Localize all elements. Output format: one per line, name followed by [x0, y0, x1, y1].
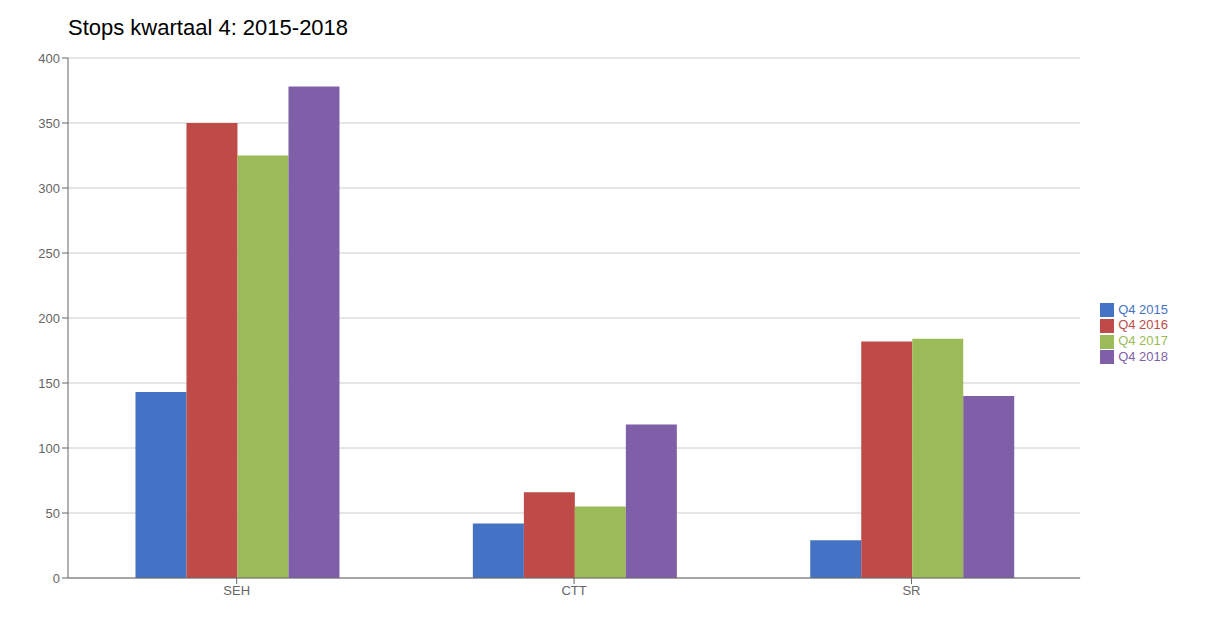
svg-text:200: 200 — [38, 311, 60, 326]
svg-text:400: 400 — [38, 51, 60, 66]
svg-text:SR: SR — [902, 583, 920, 598]
svg-text:250: 250 — [38, 246, 60, 261]
svg-text:0: 0 — [53, 571, 60, 586]
html-text:Q4 2017: Q4 2017 — [1118, 333, 1168, 348]
svg-text:100: 100 — [38, 441, 60, 456]
html-text:Q4 2015: Q4 2015 — [1118, 301, 1168, 317]
html-text:Q4 2018: Q4 2018 — [1118, 348, 1168, 364]
svg-text:50: 50 — [46, 506, 60, 521]
html-text:Stops kwartaal 4: 2015-2018: Stops kwartaal 4: 2015-2018 — [68, 15, 349, 40]
html-text:Q4 2016: Q4 2016 — [1118, 317, 1168, 333]
svg-text:CTT: CTT — [561, 583, 586, 598]
svg-text:SEH: SEH — [223, 583, 250, 598]
svg-text:150: 150 — [38, 376, 60, 391]
svg-text:350: 350 — [38, 116, 60, 131]
svg-text:300: 300 — [38, 181, 60, 196]
